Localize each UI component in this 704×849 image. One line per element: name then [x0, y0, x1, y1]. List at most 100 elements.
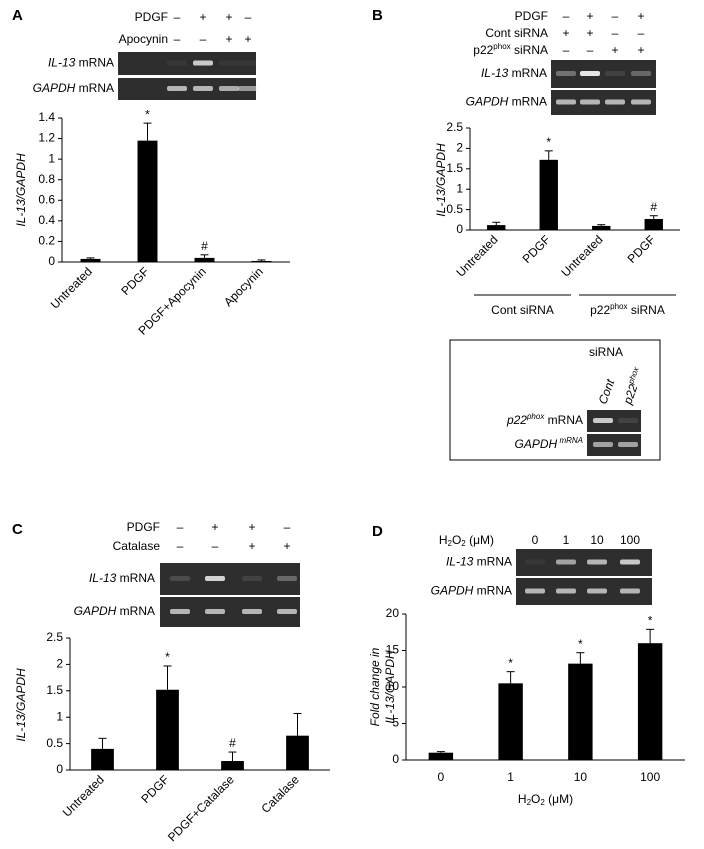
- condition-sign: –: [212, 539, 219, 553]
- inset-box: [449, 339, 661, 461]
- significance-marker: #: [201, 239, 208, 253]
- text-part: mRNA: [473, 584, 512, 598]
- gel-band: [193, 60, 213, 66]
- gel-row-label: IL-13 mRNA: [89, 571, 155, 585]
- gel-band: [580, 71, 600, 76]
- condition-sign: +: [248, 539, 255, 553]
- y-tick-label: 1: [456, 181, 463, 195]
- text-part: mRNA: [544, 413, 583, 427]
- condition-sign: –: [284, 520, 291, 534]
- text-part: mRNA: [116, 571, 155, 585]
- condition-sign: –: [245, 10, 252, 24]
- y-axis-label: IL-13/GAPDH: [14, 668, 28, 742]
- bar: [539, 159, 558, 230]
- x-tick-label: Untreated: [48, 264, 95, 311]
- y-tick-label: 0: [48, 254, 55, 268]
- bar: [137, 140, 158, 262]
- text-part: Cont siRNA: [491, 303, 554, 317]
- dose-level: 1: [563, 533, 570, 547]
- y-axis-label: IL-13/GAPDH: [434, 143, 448, 217]
- text-part: GAPDH: [33, 81, 76, 95]
- text-part: p22: [473, 43, 493, 57]
- x-tick-label: Catalase: [258, 772, 302, 816]
- condition-sign: +: [244, 32, 251, 46]
- panel-label: B: [372, 7, 383, 24]
- gel-band: [242, 609, 262, 614]
- bar: [156, 689, 179, 770]
- text-part: O: [452, 533, 461, 547]
- gel-row-label: IL-13 mRNA: [446, 555, 512, 569]
- gel-band: [618, 418, 638, 423]
- text-part: Cont: [596, 377, 618, 406]
- gel-row-label: GAPDH mRNA: [466, 95, 547, 109]
- condition-label: PDGF: [127, 520, 160, 534]
- y-tick-label: 1.2: [38, 131, 55, 145]
- condition-label: PDGF: [135, 10, 168, 24]
- text-part: IL-13: [481, 66, 509, 80]
- y-tick-label: 2: [56, 657, 63, 671]
- dose-header: H2O2 (μM): [439, 533, 494, 548]
- y-tick-label: 5: [392, 716, 399, 730]
- text-part: (μM): [545, 792, 573, 806]
- text-part: phox: [526, 412, 545, 421]
- group-label: Cont siRNA: [491, 303, 554, 317]
- gel-band: [587, 559, 607, 565]
- gel-band: [219, 60, 239, 66]
- x-tick-label: Untreated: [60, 772, 107, 819]
- significance-marker: *: [578, 637, 583, 651]
- text-part: siRNA: [511, 43, 548, 57]
- condition-sign: –: [177, 539, 184, 553]
- text-part: PDGF: [135, 10, 168, 24]
- inset-column-label: p22phox: [619, 365, 647, 407]
- text-part: IL-13: [48, 56, 76, 70]
- text-part: Cont siRNA: [485, 26, 548, 40]
- x-tick-label: PDGF: [138, 772, 171, 805]
- bar: [91, 748, 114, 770]
- y-tick-label: 0: [56, 762, 63, 776]
- bar: [286, 735, 309, 770]
- gel-band: [605, 99, 625, 105]
- gel-strip: [160, 563, 300, 595]
- gel-band: [277, 576, 297, 581]
- gel-strip: [118, 52, 256, 75]
- gel-band: [238, 86, 258, 91]
- text-part: mRNA: [508, 66, 547, 80]
- text-part: GAPDH: [466, 95, 509, 109]
- condition-sign: –: [174, 10, 181, 24]
- gel-band: [170, 609, 190, 614]
- condition-sign: –: [174, 32, 181, 46]
- gel-band: [593, 442, 613, 447]
- x-tick-label: PDGF: [625, 232, 658, 265]
- condition-sign: +: [283, 539, 290, 553]
- y-axis-label: IL-13/GAPDH: [14, 153, 28, 227]
- gel-band: [580, 99, 600, 105]
- condition-sign: +: [637, 9, 644, 23]
- bar: [568, 663, 593, 760]
- condition-label: Apocynin: [119, 32, 168, 46]
- y-tick-label: 0.5: [446, 202, 463, 216]
- condition-sign: –: [612, 26, 619, 40]
- inset-column-label: Cont: [596, 377, 618, 406]
- x-tick-label: PDGF: [118, 264, 151, 297]
- y-tick-label: 0.2: [38, 234, 55, 248]
- gel-band: [556, 71, 576, 76]
- condition-sign: –: [200, 32, 207, 46]
- gel-band: [219, 86, 239, 91]
- condition-sign: –: [638, 26, 645, 40]
- condition-sign: +: [225, 10, 232, 24]
- significance-marker: *: [508, 656, 513, 670]
- gel-band: [242, 576, 262, 581]
- bar: [487, 225, 506, 230]
- condition-label: Cont siRNA: [485, 26, 548, 40]
- y-tick-label: 20: [386, 606, 400, 620]
- gel-band: [525, 559, 545, 565]
- x-tick-label: PDGF: [520, 232, 553, 265]
- gel-band: [193, 86, 213, 91]
- significance-marker: #: [650, 200, 657, 214]
- text-part: GAPDH: [431, 584, 474, 598]
- x-tick-label: Apocynin: [221, 264, 266, 309]
- x-tick-label: 10: [574, 770, 588, 784]
- text-part: mRNA: [75, 56, 114, 70]
- text-part: p22: [506, 413, 527, 427]
